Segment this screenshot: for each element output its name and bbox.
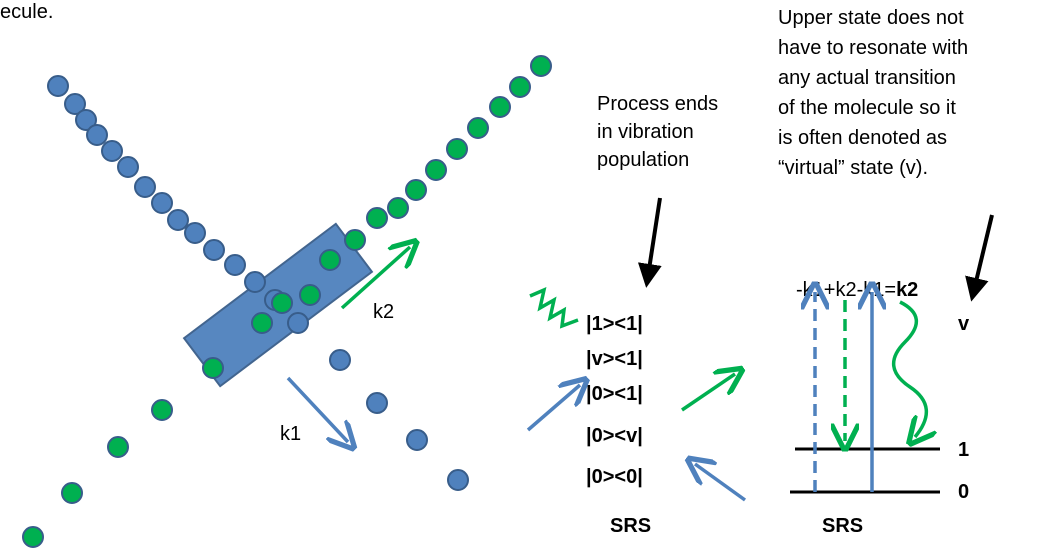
molecule (118, 157, 138, 177)
molecule (225, 255, 245, 275)
molecule (300, 285, 320, 305)
note-line: Process ends (597, 93, 718, 115)
emission-wave (894, 302, 927, 437)
ket-bra: |0><0| (586, 466, 643, 488)
molecule (252, 313, 272, 333)
molecule (367, 393, 387, 413)
k1-label: k1 (280, 423, 301, 445)
molecule (367, 208, 387, 228)
molecule (48, 76, 68, 96)
molecule (62, 483, 82, 503)
molecule (345, 230, 365, 250)
note-line: is often denoted as (778, 127, 947, 149)
note-line: Upper state does not (778, 7, 964, 29)
srs-label: SRS (610, 515, 651, 537)
molecule (108, 437, 128, 457)
molecule (320, 250, 340, 270)
diagram: ecule. k2 k1 Process ends in vibration p… (0, 0, 1042, 548)
molecule (510, 77, 530, 97)
molecule (152, 400, 172, 420)
molecule (135, 177, 155, 197)
level-label: 1 (958, 439, 969, 461)
ket-bra: |0><v| (586, 425, 643, 447)
molecule (185, 223, 205, 243)
note-line: population (597, 149, 689, 171)
molecule (468, 118, 488, 138)
virtual-note: Upper state does not have to resonate wi… (778, 7, 974, 179)
molecule (490, 97, 510, 117)
molecule (272, 293, 292, 313)
molecule (152, 193, 172, 213)
expression: -k1+k2-k1= (796, 279, 896, 301)
molecule (203, 358, 223, 378)
molecule (426, 160, 446, 180)
molecule (407, 430, 427, 450)
top-fragment: ecule. (0, 1, 53, 23)
ket-bra: |1><1| (586, 313, 643, 335)
molecule (102, 141, 122, 161)
molecule (23, 527, 43, 547)
result: k2 (896, 279, 918, 301)
ket-bra: |v><1| (586, 348, 643, 370)
pump-arrow (528, 385, 580, 430)
molecule (447, 139, 467, 159)
molecule (388, 198, 408, 218)
note-line: any actual transition (778, 67, 956, 89)
pointer-arrow (648, 198, 660, 276)
note-line: in vibration (597, 121, 694, 143)
ket-bra: |0><1| (586, 383, 643, 405)
molecule (531, 56, 551, 76)
note-line: have to resonate with (778, 37, 968, 59)
k2-label: k2 (373, 301, 394, 323)
pump-arrow (695, 464, 745, 500)
molecule (330, 350, 350, 370)
note-line: of the molecule so it (778, 97, 956, 119)
srs-label: SRS (822, 515, 863, 537)
molecule (204, 240, 224, 260)
molecule (406, 180, 426, 200)
stokes-arrow (682, 374, 735, 410)
note-line: “virtual” state (v). (778, 157, 928, 179)
molecule (288, 313, 308, 333)
molecule (168, 210, 188, 230)
molecule (245, 272, 265, 292)
molecule (448, 470, 468, 490)
density-matrix: |1><1| |v><1| |0><1| |0><v| |0><0| (586, 313, 643, 488)
level-label: v (958, 313, 970, 335)
emission-wave (530, 290, 578, 326)
process-note: Process ends in vibration population (597, 93, 724, 171)
level-label: 0 (958, 481, 969, 503)
pointer-arrow (974, 215, 992, 290)
molecule (87, 125, 107, 145)
